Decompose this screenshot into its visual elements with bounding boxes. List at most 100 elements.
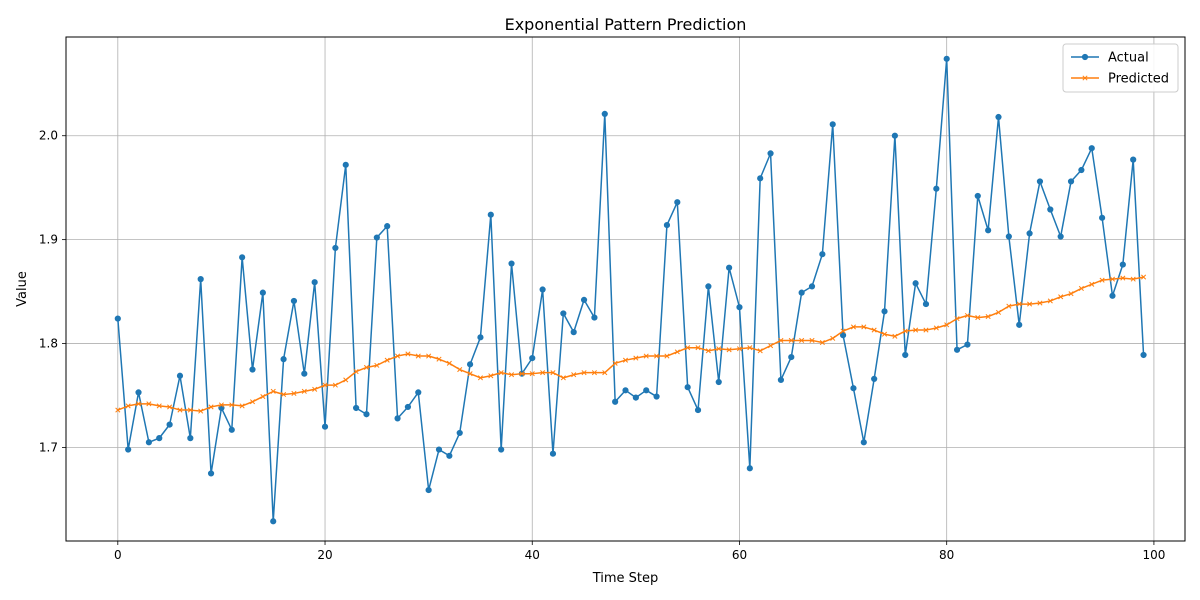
predicted-point (508, 372, 515, 378)
actual-point (435, 446, 443, 453)
predicted-point (519, 371, 525, 377)
actual-point (270, 518, 277, 525)
predicted-point (664, 353, 670, 359)
predicted-point (788, 337, 794, 343)
predicted-point (291, 390, 297, 396)
predicted-point (1037, 300, 1043, 306)
actual-point (353, 404, 360, 412)
predicted-point (612, 360, 618, 366)
actual-point (808, 283, 816, 290)
predicted-point (249, 399, 256, 405)
actual-point (580, 296, 588, 304)
legend-label-predicted: Predicted (1108, 72, 1169, 87)
predicted-point (591, 370, 597, 376)
predicted-point (156, 403, 162, 409)
actual-point (912, 280, 919, 287)
predicted-point (301, 388, 307, 394)
predicted-point (177, 407, 183, 413)
predicted-point (498, 370, 504, 376)
actual-point (871, 375, 878, 382)
predicted-point (881, 331, 888, 337)
y-tick-label: 1.8 (39, 337, 58, 351)
actual-point (228, 426, 235, 433)
y-axis-label: Value (15, 271, 30, 307)
actual-point (321, 423, 329, 430)
actual-point (156, 435, 163, 442)
predicted-point (757, 348, 763, 354)
actual-point (145, 439, 152, 446)
actual-point (207, 470, 215, 477)
x-axis-label: Time Step (592, 571, 659, 586)
predicted-point (913, 327, 919, 333)
predicted-point (1099, 277, 1105, 283)
actual-point (456, 429, 463, 437)
predicted-point (1016, 301, 1022, 307)
predicted-point (467, 371, 473, 377)
predicted-point (685, 345, 691, 351)
legend-label-actual: Actual (1108, 51, 1149, 66)
actual-point (404, 403, 412, 411)
actual-point (757, 175, 764, 182)
series-layer (114, 55, 1147, 525)
actual-point (798, 289, 805, 296)
predicted-point (146, 401, 152, 407)
actual-point (539, 286, 546, 293)
predicted-point (446, 360, 452, 366)
predicted-point (716, 346, 722, 352)
predicted-point (1141, 274, 1147, 280)
actual-point (985, 227, 992, 234)
actual-point (1005, 233, 1012, 240)
actual-point (1036, 178, 1044, 185)
actual-point (612, 398, 619, 405)
x-tick-label: 100 (1142, 548, 1165, 562)
actual-point (508, 260, 515, 267)
actual-point (1047, 206, 1054, 213)
actual-point (135, 389, 142, 396)
actual-point (342, 161, 349, 168)
y-tick-label: 1.9 (39, 233, 58, 247)
predicted-point (1068, 291, 1074, 297)
actual-point (974, 192, 981, 200)
actual-point (425, 486, 432, 494)
actual-point (187, 435, 194, 442)
actual-point (176, 372, 184, 379)
predicted-point (529, 371, 535, 377)
predicted-point (643, 353, 649, 359)
actual-point (1016, 321, 1023, 328)
predicted-point (923, 327, 929, 333)
x-tick-label: 20 (317, 548, 332, 562)
actual-point (705, 283, 712, 290)
x-tick-label: 0 (114, 548, 122, 562)
predicted-point (374, 362, 380, 368)
y-tick-label: 2.0 (39, 129, 58, 143)
actual-point (311, 279, 318, 286)
predicted-point (384, 357, 390, 363)
actual-point (125, 446, 132, 453)
predicted-point (229, 402, 235, 408)
predicted-point (840, 328, 846, 334)
predicted-point (985, 313, 991, 320)
predicted-point (260, 394, 266, 400)
predicted-point (457, 366, 463, 373)
predicted-markers (115, 274, 1147, 414)
actual-series-line (117, 58, 1145, 523)
actual-point (839, 332, 847, 339)
predicted-point (778, 337, 784, 343)
predicted-point (933, 325, 939, 331)
predicted-point (871, 327, 877, 333)
actual-point (933, 185, 940, 192)
predicted-point (799, 337, 805, 343)
predicted-point (208, 404, 214, 410)
actual-point (943, 55, 950, 62)
predicted-point (550, 370, 556, 376)
actual-point (197, 276, 204, 283)
predicted-point (488, 373, 494, 379)
actual-point (1109, 292, 1116, 299)
predicted-point (819, 339, 825, 346)
legend: Actual Predicted (1062, 43, 1179, 93)
actual-point (663, 221, 671, 229)
predicted-point (332, 382, 338, 388)
predicted-point (1027, 301, 1033, 307)
predicted-point (1058, 294, 1064, 300)
